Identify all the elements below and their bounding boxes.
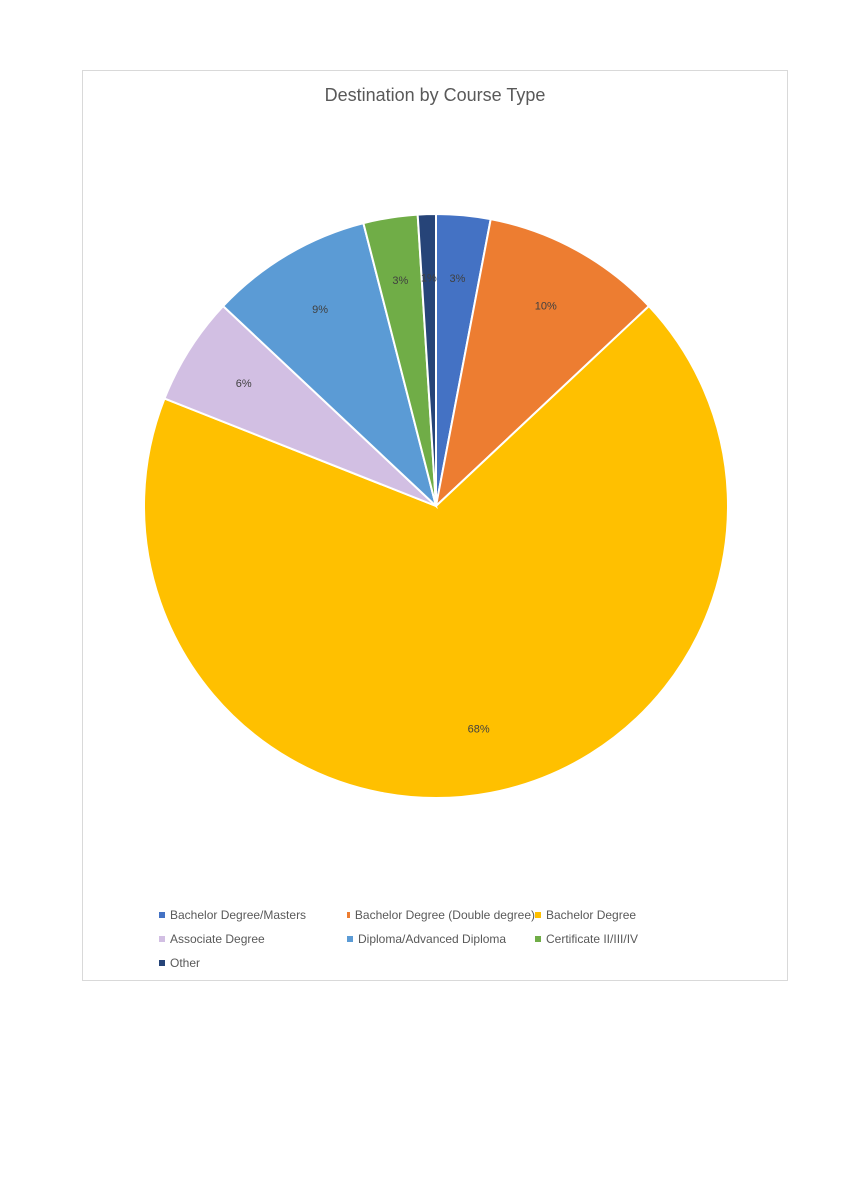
chart-area: Destination by Course Type 3% 10% 68% 6% 9% 3… (82, 70, 788, 981)
legend-label-6: Certificate II/III/IV (546, 931, 639, 946)
legend-swatch-1 (159, 911, 165, 918)
chart-legend: Bachelor Degree/Masters Bachelor Degree (… (159, 907, 719, 970)
pie-slice-2 (434, 218, 651, 509)
pie-slice-3 (143, 304, 729, 799)
legend-swatch-3 (535, 911, 541, 918)
pie-chart: 3% 10% 68% 6% 9% 3% 1% (143, 212, 729, 799)
pie-slice-5 (221, 221, 438, 510)
data-label-1: 3% (449, 273, 465, 285)
legend-item-3: Bachelor Degree (535, 907, 719, 922)
legend-swatch-7 (159, 959, 165, 966)
legend-item-5: Diploma/Advanced Diploma (347, 931, 535, 946)
legend-item-2: Bachelor Degree (Double degree) (347, 907, 535, 922)
data-label-6: 3% (392, 275, 408, 287)
legend-item-6: Certificate II/III/IV (535, 931, 719, 946)
legend-item-4: Associate Degree (159, 931, 347, 946)
pie-slice-7 (416, 212, 437, 507)
legend-swatch-6 (535, 935, 541, 942)
legend-label-1: Bachelor Degree/Masters (170, 907, 307, 922)
legend-label-3: Bachelor Degree (546, 907, 637, 922)
legend-item-1: Bachelor Degree/Masters (159, 907, 347, 922)
chart-title: Destination by Course Type (324, 85, 546, 105)
data-label-2: 10% (535, 300, 557, 312)
data-label-7: 1% (421, 272, 437, 284)
data-label-5: 9% (312, 304, 328, 316)
legend-item-7: Other (159, 955, 347, 970)
legend-label-5: Diploma/Advanced Diploma (358, 931, 507, 946)
data-label-4: 6% (236, 378, 252, 390)
legend-swatch-2 (347, 911, 350, 918)
legend-label-2: Bachelor Degree (Double degree) (354, 907, 535, 922)
legend-label-7: Other (170, 955, 201, 970)
legend-swatch-4 (159, 935, 165, 942)
data-label-3: 68% (468, 724, 490, 736)
legend-label-4: Associate Degree (170, 931, 265, 946)
legend-swatch-5 (347, 935, 353, 942)
